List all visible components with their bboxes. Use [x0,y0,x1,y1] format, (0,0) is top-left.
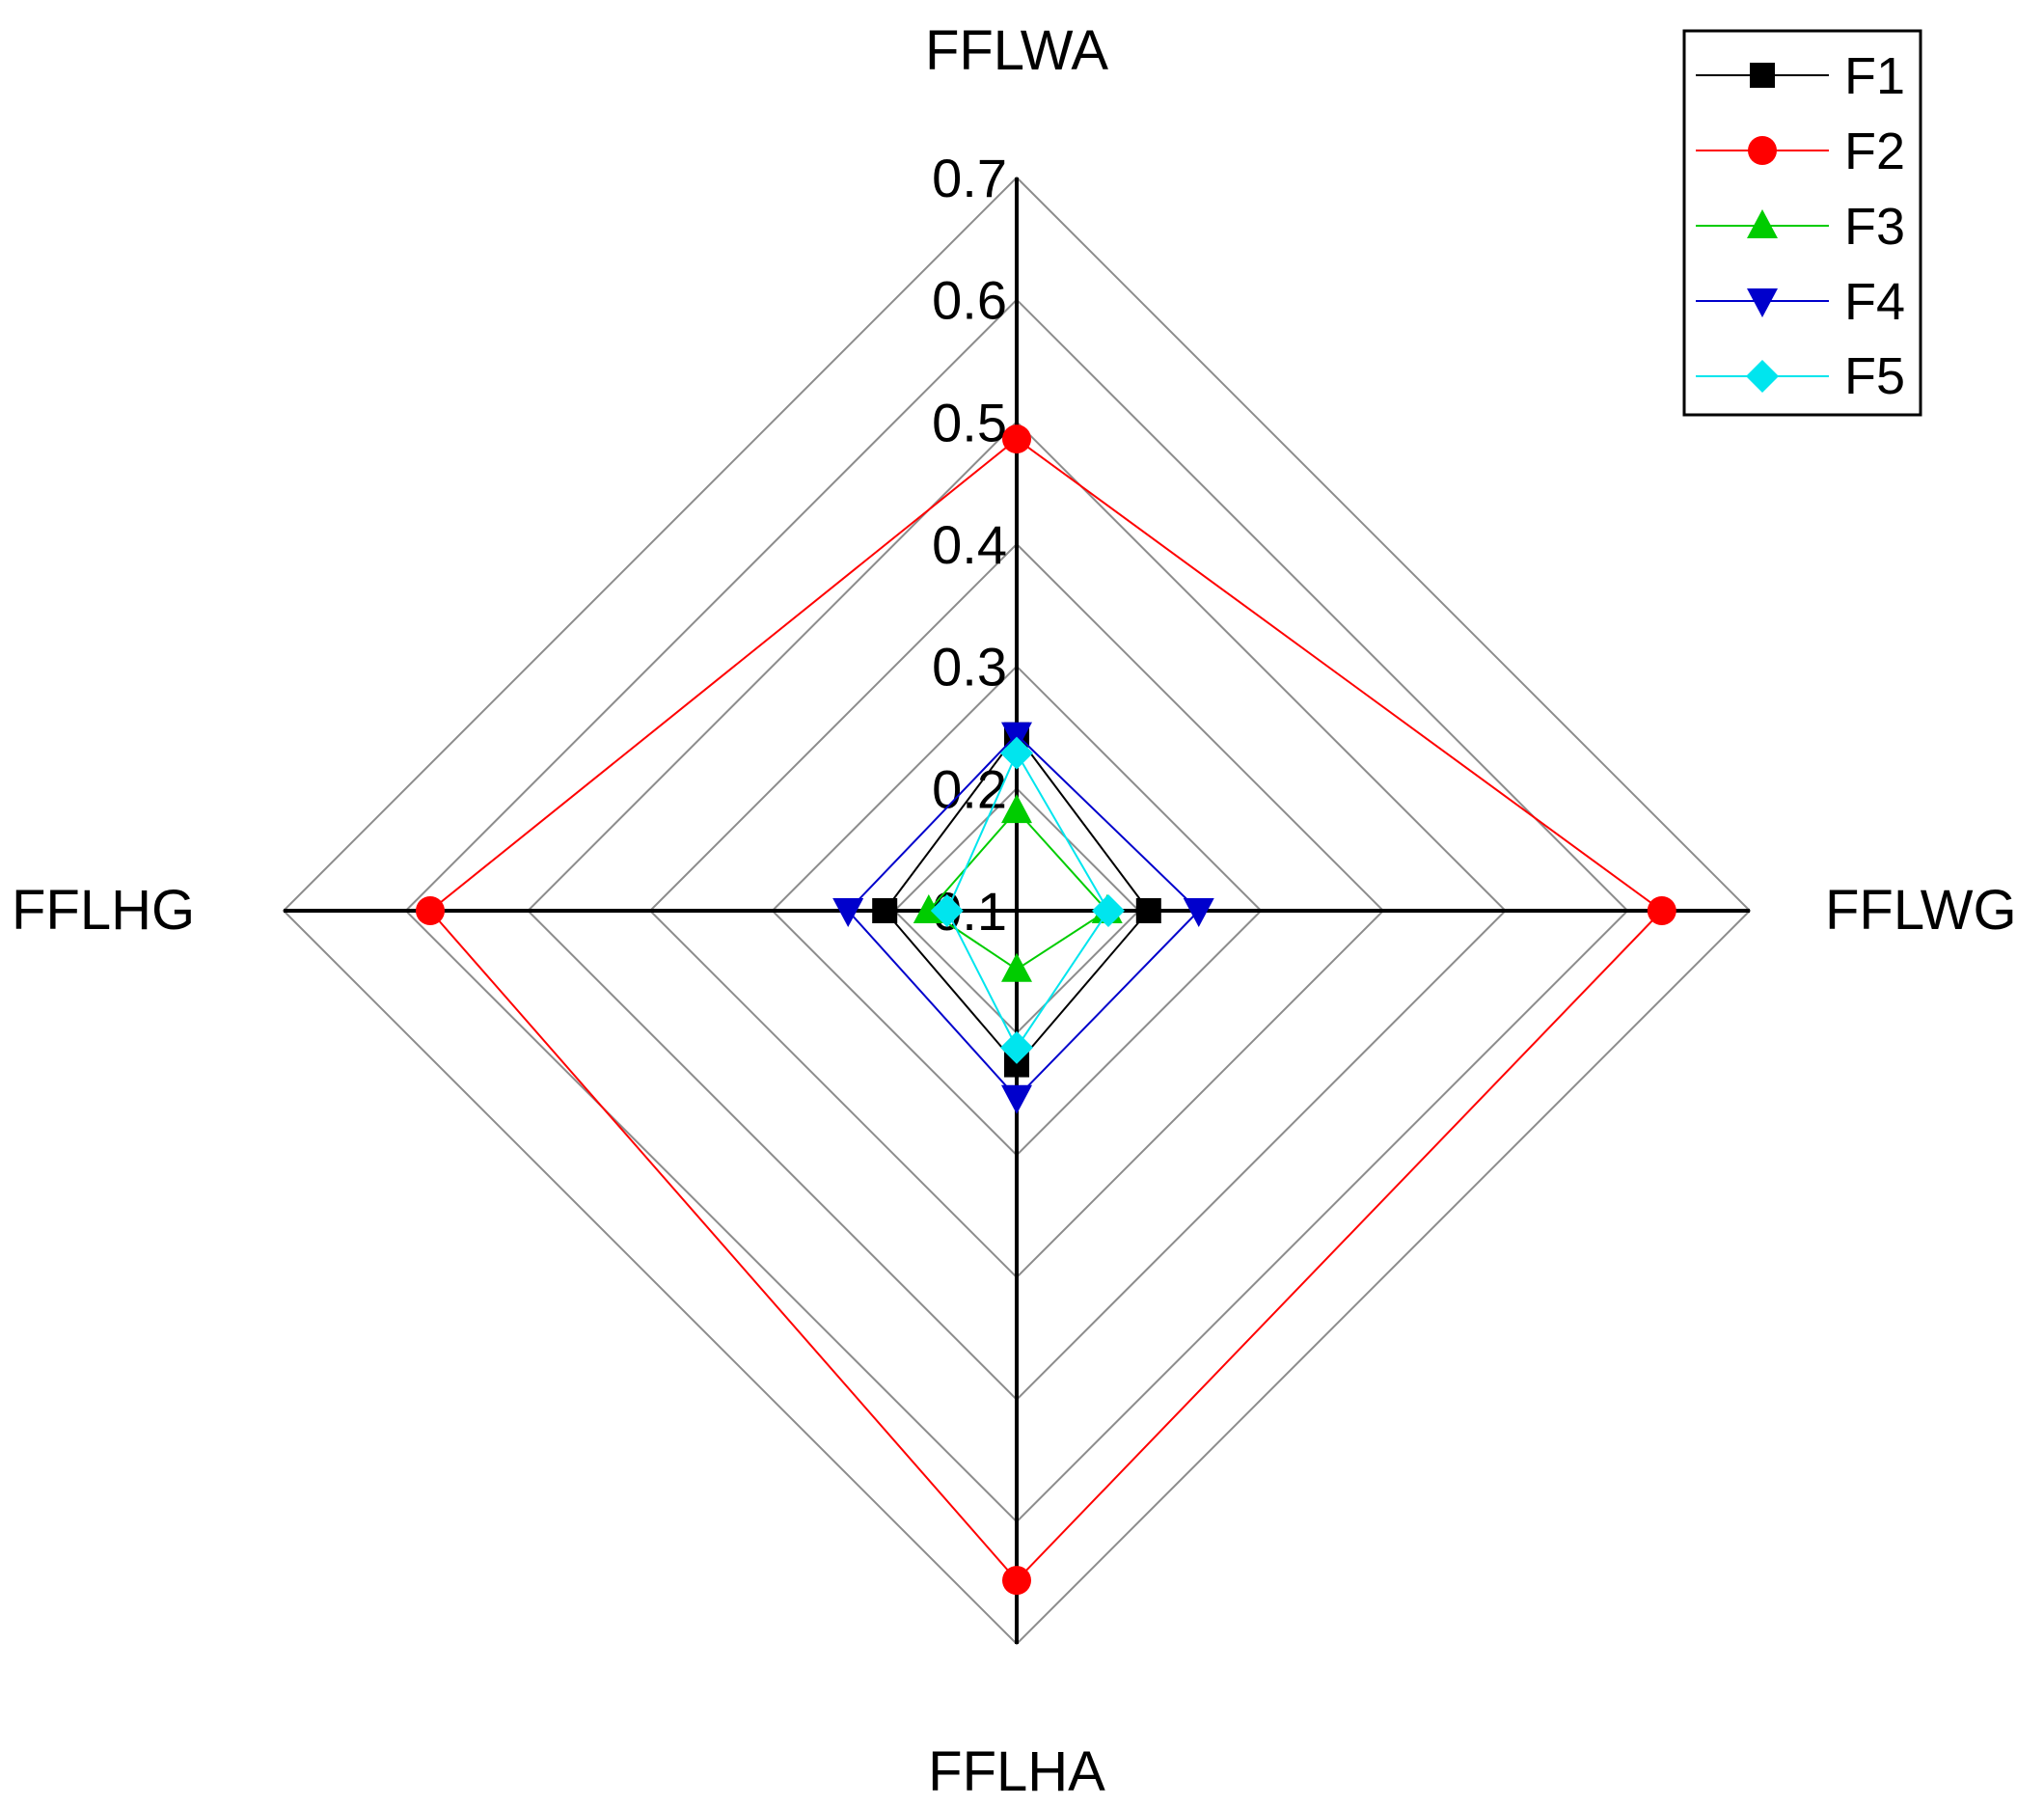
series-line-f2 [428,437,1664,1582]
point-f1-fflhg [872,898,898,923]
legend-label-f3: F3 [1844,198,1905,256]
tick-label-0.7: 0.7 [932,148,1007,208]
series-f2 [416,424,1676,1596]
point-f3-fflwa [1001,794,1032,824]
point-f2-fflwa [1002,424,1031,454]
point-f5-fflwg [1092,894,1125,927]
point-f1-fflwg [1135,898,1161,923]
point-f5-fflwa [1000,736,1033,770]
legend-marker-f2 [1748,136,1777,165]
axis-label-right: FFLWG [1825,879,2017,942]
point-f3-fflha [1001,952,1032,982]
legend-label-f4: F4 [1844,273,1905,331]
tick-label-0.3: 0.3 [932,637,1007,698]
axis-label-top: FFLWA [925,19,1108,82]
point-f4-fflhg [832,898,864,927]
axis-label-bottom: FFLHA [928,1740,1105,1803]
tick-label-0.4: 0.4 [932,514,1007,575]
legend-label-f5: F5 [1844,347,1905,405]
point-f4-fflha [1001,1084,1032,1114]
tick-label-0.6: 0.6 [932,270,1007,331]
tick-label-0.5: 0.5 [932,392,1007,452]
legend-box [1682,29,1922,417]
data-series [416,424,1676,1596]
point-f4-fflwg [1183,898,1214,927]
radar-axes [284,178,1750,1644]
point-f5-fflhg [930,894,964,927]
point-f2-fflwg [1647,896,1676,925]
legend-label-f1: F1 [1844,47,1905,105]
point-f2-fflha [1002,1566,1031,1596]
axis-name-labels: FFLWA FFLWG FFLHA FFLHG [12,19,2017,1803]
radial-tick-labels: 0.10.20.30.40.50.60.7 [932,148,1007,942]
legend-marker-f4 [1747,288,1778,317]
series-f5 [930,736,1125,1064]
legend-label-f2: F2 [1844,123,1905,180]
legend-marker-f3 [1747,209,1778,238]
axis-label-left: FFLHG [12,879,195,942]
legend-marker-f1 [1750,63,1775,88]
point-f2-fflhg [416,896,445,925]
legend-marker-f5 [1746,360,1779,393]
legend: F1 F2 F3 F4 F5 [1682,29,1922,417]
point-f5-fflha [1000,1030,1033,1064]
